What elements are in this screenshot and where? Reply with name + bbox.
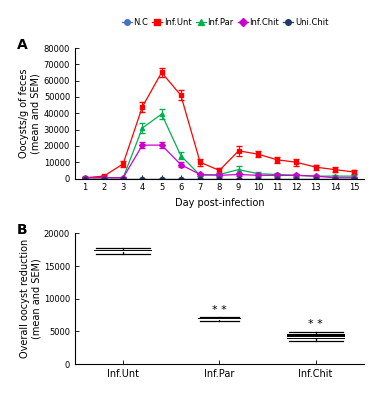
Y-axis label: Oocysts/g of feces
(mean and SEM): Oocysts/g of feces (mean and SEM) — [20, 68, 41, 158]
Y-axis label: Overall oocyst reduction
(mean and SEM): Overall oocyst reduction (mean and SEM) — [20, 239, 41, 358]
Text: A: A — [17, 38, 28, 52]
X-axis label: Day post-infection: Day post-infection — [174, 198, 264, 208]
Legend: N.C, Inf.Unt, Inf.Par, Inf.Chit, Uni.Chit: N.C, Inf.Unt, Inf.Par, Inf.Chit, Uni.Chi… — [118, 14, 332, 30]
Text: * *: * * — [212, 305, 227, 315]
Text: * *: * * — [308, 319, 323, 329]
Text: B: B — [17, 223, 28, 237]
